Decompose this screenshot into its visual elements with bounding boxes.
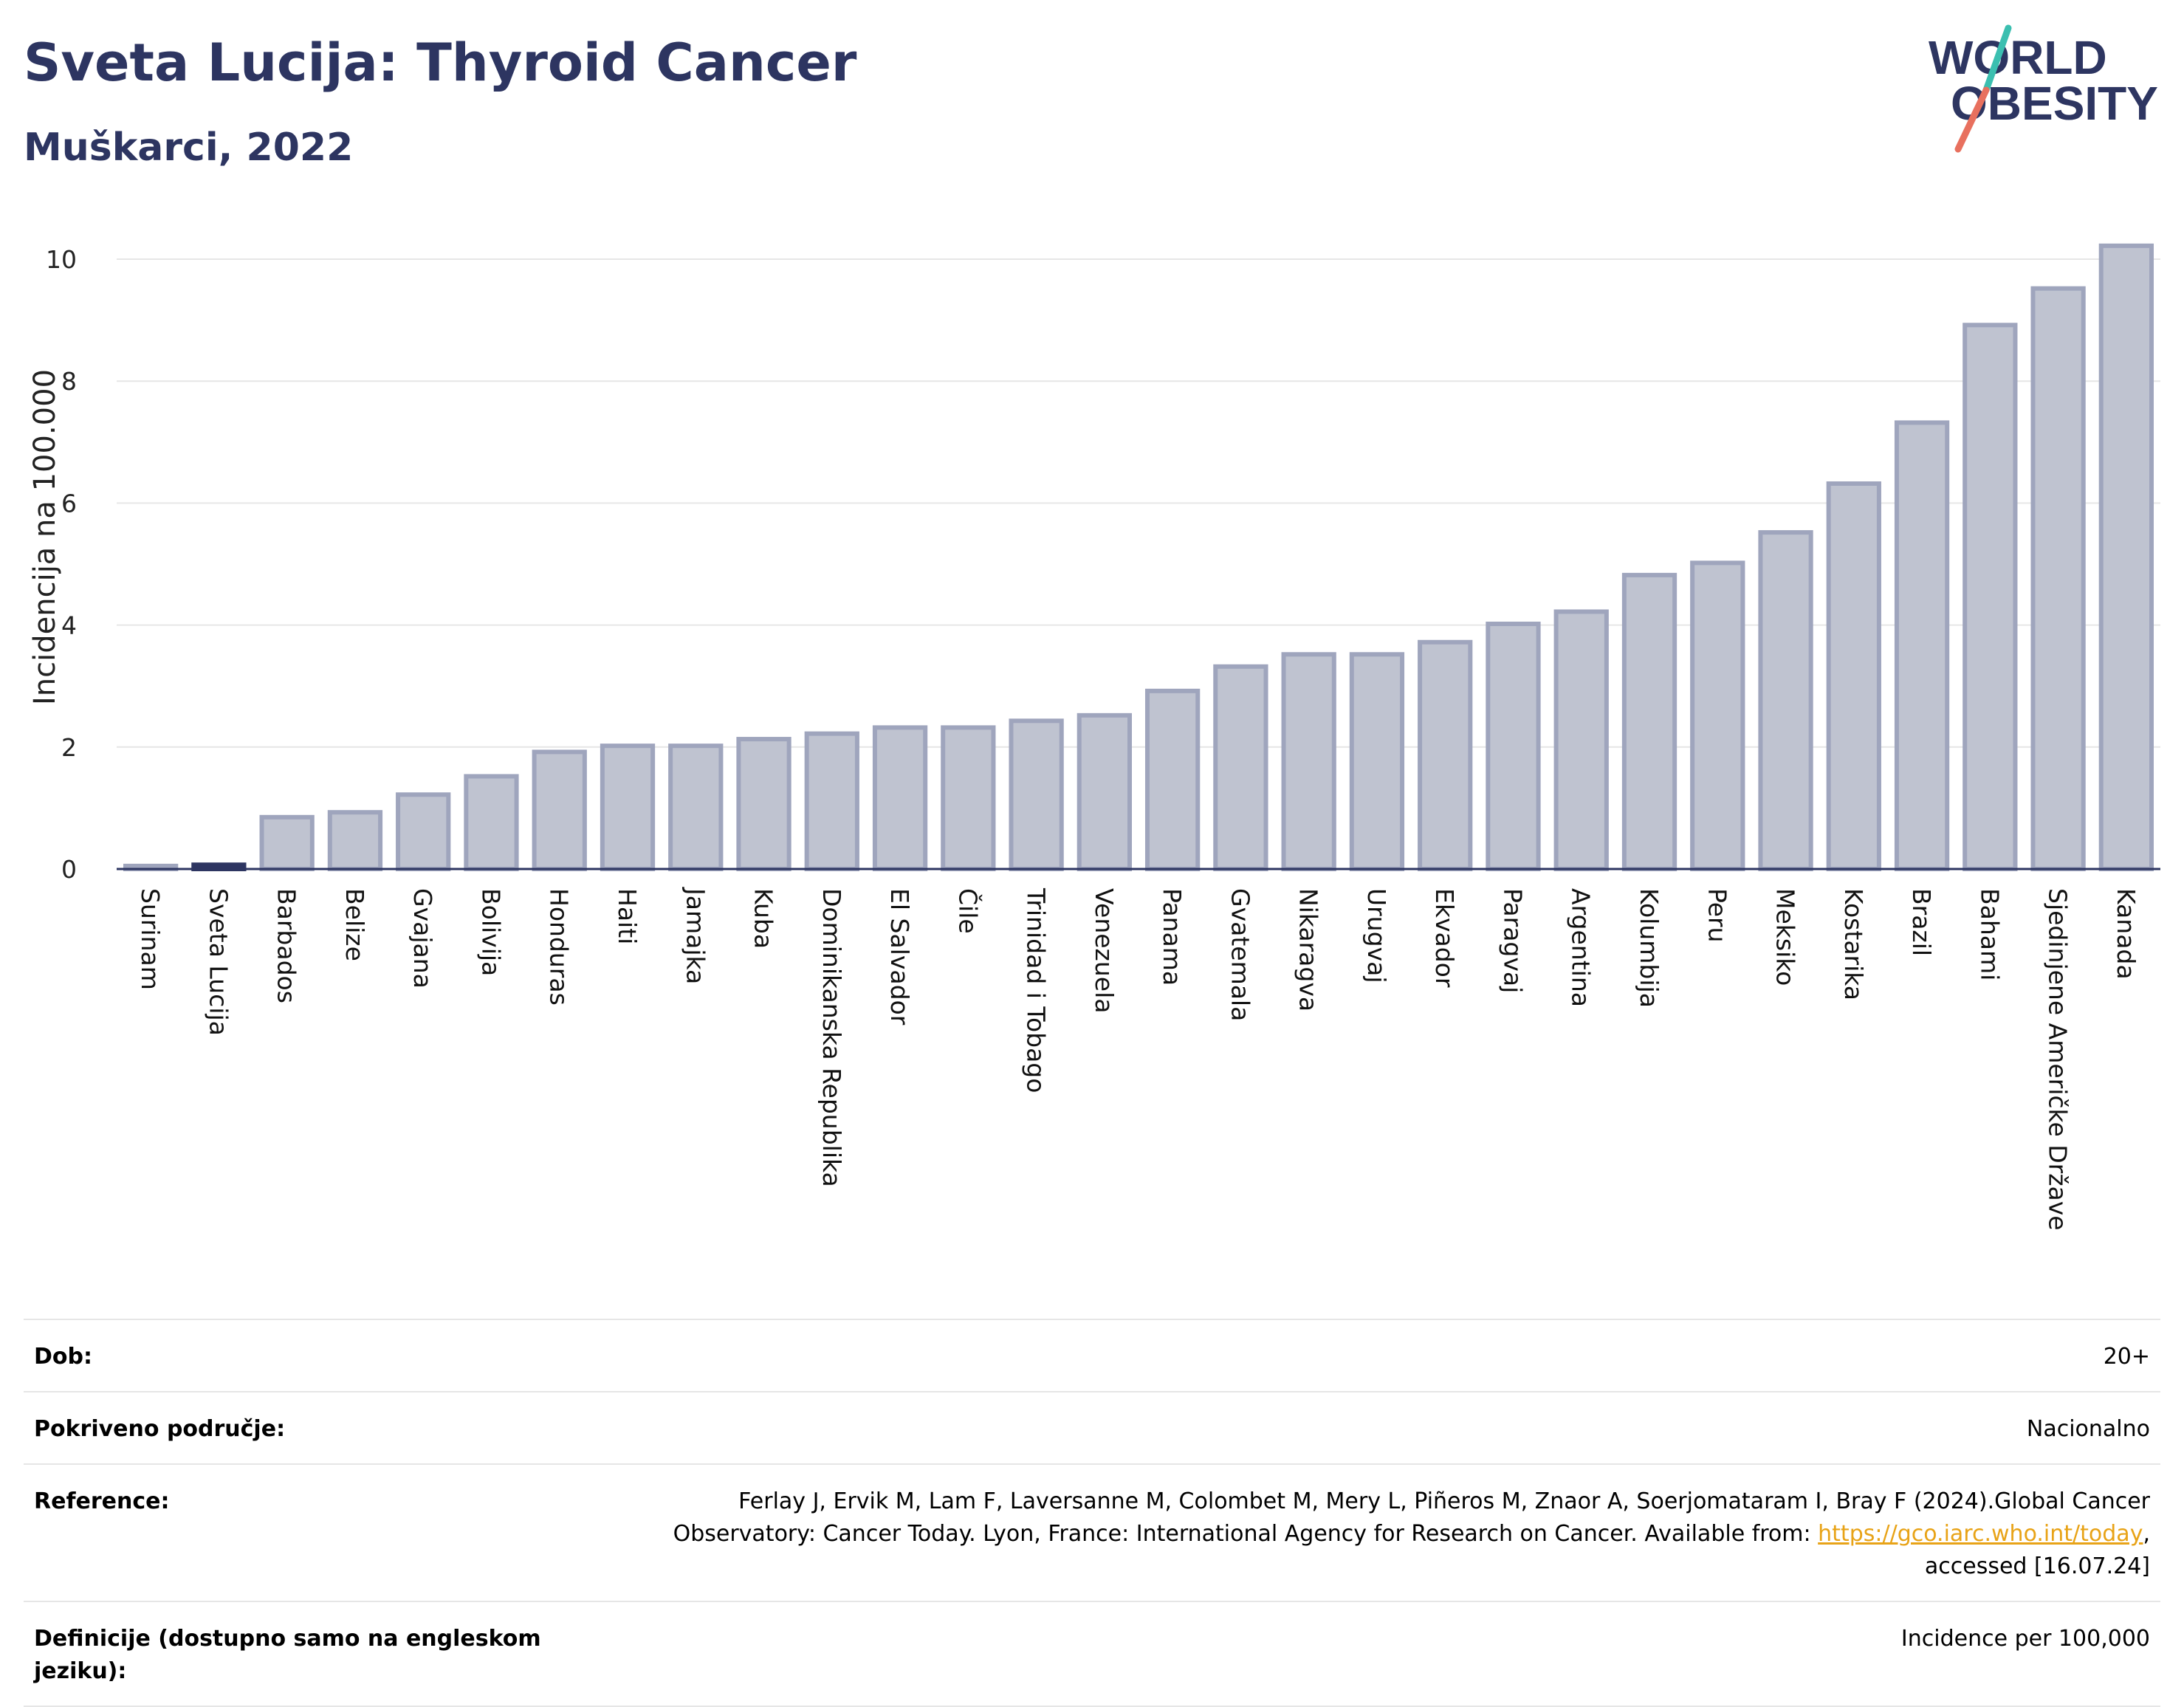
info-row-age: Dob: 20+ <box>24 1319 2160 1391</box>
x-tick-label: El Salvador <box>885 888 914 1026</box>
y-tick-label: 10 <box>46 245 77 274</box>
world-obesity-logo: WORLD OBESITY <box>1929 24 2158 153</box>
info-row-reference: Reference: Ferlay J, Ervik M, Lam F, Lav… <box>24 1463 2160 1601</box>
y-axis-title: Incidencija na 100.000 <box>28 369 62 705</box>
info-table: Dob: 20+ Pokriveno područje: Nacionalno … <box>24 1319 2160 1707</box>
x-axis-labels: Surinam Sveta Lucija Barbados Belize Gvajana… <box>136 887 2140 1231</box>
bar <box>1894 420 1950 871</box>
x-tick-label: Kostarika <box>1839 888 1868 1000</box>
x-tick-label: Surinam <box>136 888 165 990</box>
info-row-coverage: Pokriveno područje: Nacionalno <box>24 1391 2160 1463</box>
bar <box>1690 560 1745 871</box>
bar <box>1213 664 1268 871</box>
x-tick-label: Nikaragva <box>1294 888 1323 1012</box>
bar <box>1758 530 1813 871</box>
x-tick-label: Paragvaj <box>1498 888 1527 993</box>
bar <box>804 731 859 871</box>
info-value: 20+ <box>2103 1344 2150 1370</box>
y-tick-label: 2 <box>61 733 77 762</box>
info-key: Dob: <box>34 1344 92 1370</box>
x-tick-label: Barbados <box>272 888 301 1003</box>
y-axis: 0 2 4 6 8 10 <box>46 245 77 884</box>
x-tick-label: Belize <box>340 888 369 961</box>
x-tick-label: Dominikanska Republika <box>817 888 846 1187</box>
x-tick-label: Kanada <box>2112 888 2140 980</box>
bar <box>1076 712 1133 871</box>
y-tick-label: 0 <box>61 855 77 884</box>
bar <box>396 792 451 871</box>
bar <box>1009 718 1064 871</box>
bar <box>1962 323 2018 871</box>
reference-accessed: , accessed [16.07.24] <box>1924 1521 2150 1579</box>
bar <box>532 749 587 872</box>
chart-subtitle: Muškarci, 2022 <box>24 126 354 170</box>
grid-lines <box>117 258 2160 748</box>
x-tick-label: Honduras <box>545 888 574 1006</box>
logo-slash-coral <box>1954 86 1990 153</box>
info-value: Ferlay J, Ervik M, Lam F, Laversanne M, … <box>600 1486 2150 1583</box>
y-tick-label: 4 <box>61 611 77 640</box>
info-key: Definicije (dostupno samo na engleskom j… <box>34 1626 541 1684</box>
info-row-definitions: Definicije (dostupno samo na engleskom j… <box>24 1601 2160 1707</box>
x-tick-label: Sjedinjene Američke Države <box>2044 888 2073 1231</box>
x-tick-label: Kuba <box>749 888 778 949</box>
x-tick-label: Čile <box>953 888 983 934</box>
info-value: Nacionalno <box>2026 1416 2150 1442</box>
bar <box>1418 639 1473 871</box>
y-tick-label: 8 <box>61 367 77 396</box>
x-tick-label: Argentina <box>1567 888 1596 1007</box>
chart-title: Sveta Lucija: Thyroid Cancer <box>24 32 857 93</box>
x-tick-label: Gvajana <box>408 888 437 989</box>
bar <box>872 725 928 872</box>
y-tick-label: 6 <box>61 489 77 518</box>
x-tick-label: Brazil <box>1907 888 1936 956</box>
x-tick-label: Kolumbija <box>1635 888 1663 1008</box>
logo-slash-teal <box>1982 24 2012 94</box>
x-tick-label: Peru <box>1703 888 1731 943</box>
x-tick-label: Bahami <box>1975 888 2004 980</box>
bar <box>1486 621 1541 871</box>
x-tick-label: Meksiko <box>1771 888 1800 986</box>
logo-line1: WORLD <box>1929 31 2107 84</box>
x-tick-label: Jamajka <box>681 887 710 984</box>
x-tick-label: Trinidad i Tobago <box>1022 887 1051 1093</box>
x-tick-label: Urugvaj <box>1362 888 1391 983</box>
x-tick-label: Venezuela <box>1090 888 1119 1013</box>
info-key: Reference: <box>34 1488 170 1514</box>
bar <box>1144 688 1201 871</box>
x-tick-label: Ekvador <box>1430 888 1459 988</box>
x-tick-label: Gvatemala <box>1226 888 1254 1021</box>
bar-chart: 0 2 4 6 8 10 Surinam Sveta Lucija Barbados Beliz… <box>28 243 2160 1231</box>
bar <box>600 743 656 871</box>
bar <box>736 737 791 871</box>
bar <box>2098 243 2154 871</box>
bar <box>1349 652 1405 871</box>
bar <box>941 725 996 872</box>
reference-text: Ferlay J, Ervik M, Lam F, Laversanne M, … <box>673 1488 2150 1547</box>
bar <box>259 814 315 871</box>
bar <box>1553 609 1609 871</box>
bar <box>1621 572 1678 871</box>
bars <box>123 243 2154 872</box>
bar <box>2030 286 2086 871</box>
reference-link[interactable]: https://gco.iarc.who.int/today <box>1818 1521 2143 1547</box>
bar <box>668 743 724 871</box>
bar <box>1826 481 1881 871</box>
x-tick-label: Panama <box>1158 888 1187 986</box>
bar <box>327 810 383 871</box>
x-tick-label: Haiti <box>613 888 642 944</box>
bar <box>1281 652 1336 871</box>
info-key: Pokriveno područje: <box>34 1416 286 1442</box>
x-tick-label: Bolivija <box>476 888 505 976</box>
x-tick-label: Sveta Lucija <box>204 888 233 1036</box>
bar <box>464 774 519 872</box>
info-value: Incidence per 100,000 <box>1900 1626 2150 1652</box>
